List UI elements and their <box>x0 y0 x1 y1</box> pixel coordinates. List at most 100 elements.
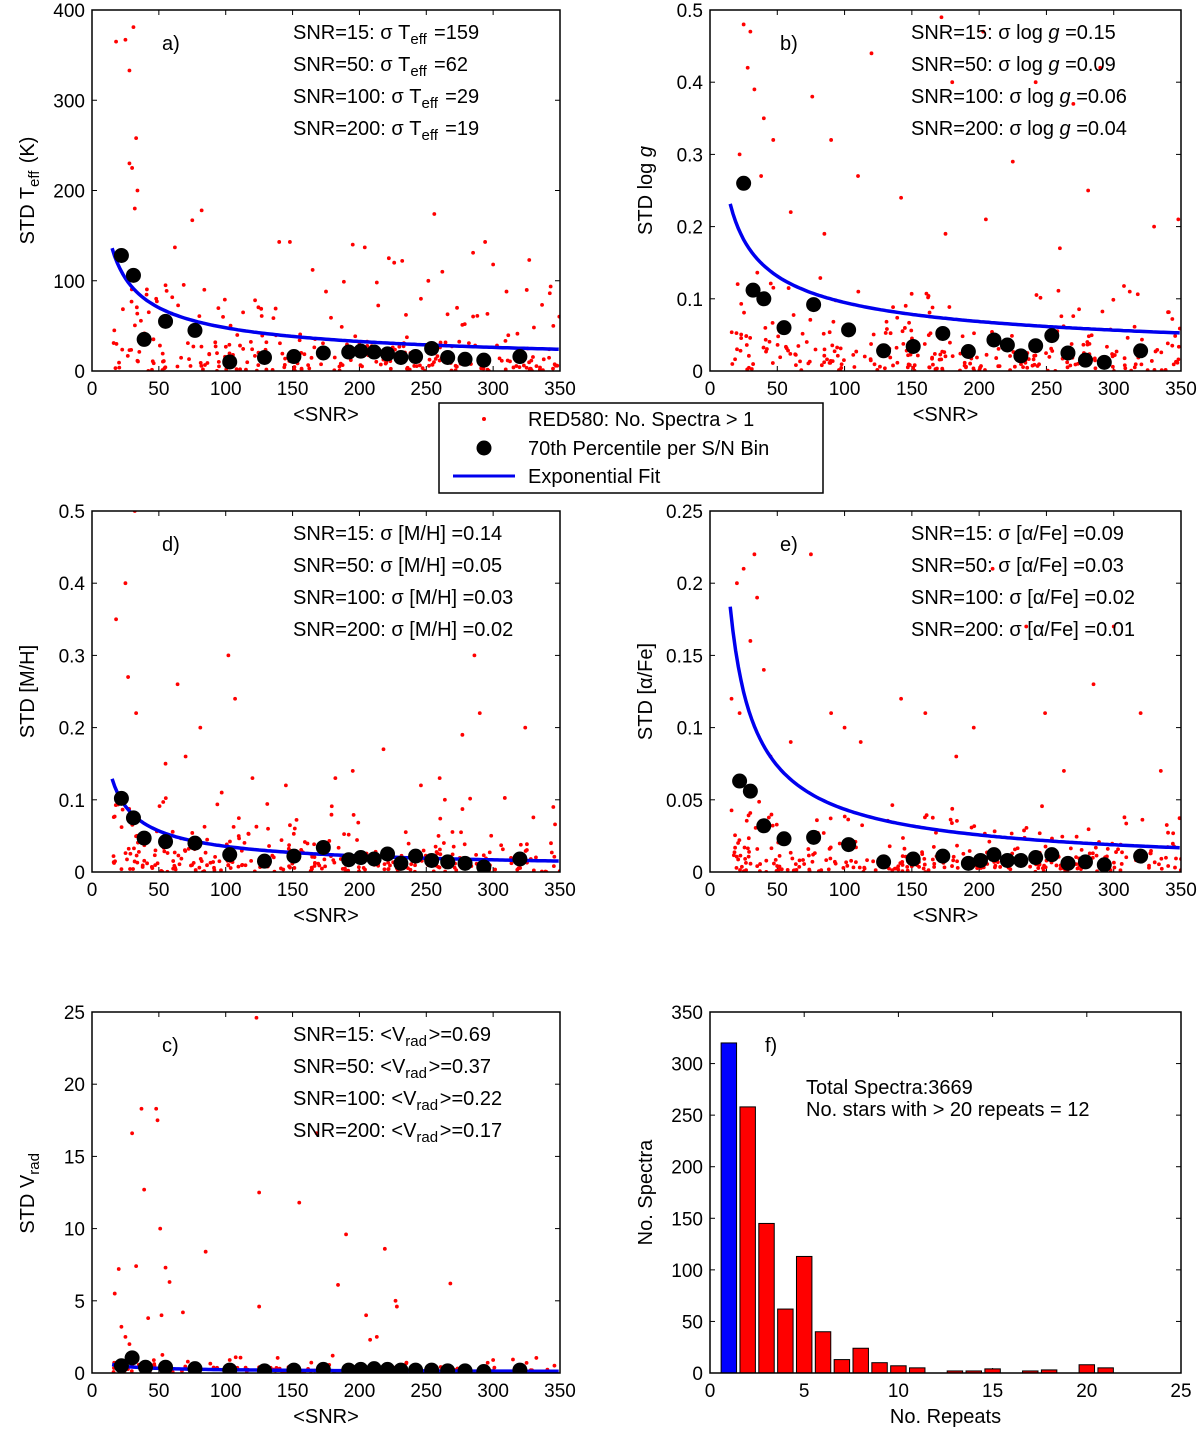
scatter-point <box>734 331 739 336</box>
x-tick-label-f: 15 <box>982 1381 1003 1402</box>
scatter-point <box>990 566 995 571</box>
scatter-point <box>119 1324 124 1329</box>
percentile-point <box>256 349 272 365</box>
scatter-point <box>1012 364 1017 369</box>
scatter-point <box>185 1359 190 1364</box>
scatter-point <box>455 305 459 310</box>
scatter-point <box>926 295 930 300</box>
scatter-point <box>409 862 414 867</box>
scatter-point <box>992 865 997 870</box>
scatter-point <box>729 808 734 813</box>
scatter-point <box>1164 823 1169 827</box>
scatter-point <box>314 1131 319 1136</box>
scatter-point <box>392 260 397 265</box>
scatter-point <box>732 850 737 855</box>
percentile-point <box>380 346 396 362</box>
scatter-point <box>1032 362 1037 367</box>
fit-curve <box>728 203 1180 335</box>
scatter-point <box>242 840 247 845</box>
annotation-c-subscript: rad <box>416 1097 438 1114</box>
scatter-point <box>915 353 920 358</box>
x-tick-label-e: 50 <box>767 880 788 901</box>
scatter-point <box>450 852 455 857</box>
scatter-point <box>256 363 261 368</box>
scatter-point <box>279 838 284 842</box>
scatter-point <box>987 839 992 844</box>
scatter-point <box>117 360 121 365</box>
scatter-point <box>421 848 426 853</box>
histogram-bar <box>720 1042 738 1373</box>
scatter-point <box>445 312 450 317</box>
scatter-point <box>755 847 760 851</box>
scatter-point <box>825 357 829 362</box>
scatter-point <box>237 836 241 841</box>
annotation-b: SNR=50: σ log g =0.09 <box>911 54 1116 76</box>
percentile-point <box>960 344 976 360</box>
scatter-point <box>1013 847 1017 852</box>
scatter-point <box>1068 846 1073 851</box>
scatter-point <box>933 367 938 371</box>
scatter-point <box>400 258 405 263</box>
scatter-point <box>170 829 175 834</box>
scatter-point <box>238 343 242 348</box>
scatter-point <box>981 29 986 34</box>
scatter-point <box>744 818 749 823</box>
percentile-point <box>745 282 761 298</box>
scatter-point <box>739 864 744 869</box>
scatter-point <box>751 362 756 366</box>
scatter-point <box>160 1353 165 1357</box>
scatter-point <box>1077 307 1081 312</box>
scatter-point <box>340 866 345 871</box>
scatter-point <box>175 682 180 687</box>
scatter-point <box>190 831 195 835</box>
scatter-point <box>481 853 486 858</box>
scatter-point <box>738 853 743 858</box>
scatter-point <box>922 856 927 861</box>
percentile-point <box>158 313 174 329</box>
scatter-point <box>139 1106 144 1111</box>
scatter-point <box>386 860 391 865</box>
scatter-point <box>427 363 431 368</box>
scatter-point <box>231 824 236 829</box>
percentile-point <box>905 851 921 867</box>
x-tick-label-f: 10 <box>888 1381 909 1402</box>
percentile-point <box>187 835 203 851</box>
scatter-point <box>127 348 132 353</box>
percentile-point <box>393 1362 409 1373</box>
scatter-point <box>382 862 387 867</box>
scatter-point <box>757 799 762 804</box>
scatter-point <box>992 829 997 834</box>
scatter-point <box>829 138 834 142</box>
scatter-point <box>955 865 960 870</box>
axes-frame-e <box>709 510 1182 873</box>
scatter-point <box>1122 356 1127 361</box>
y-tick-label-c: 5 <box>74 1292 85 1313</box>
scatter-point <box>978 365 982 370</box>
scatter-point <box>259 306 264 311</box>
scatter-point <box>172 850 177 855</box>
scatter-point <box>256 305 261 310</box>
annotation-a-subscript: eff <box>410 63 427 80</box>
y-tick-label-f: 300 <box>671 1055 703 1076</box>
scatter-point <box>441 841 446 845</box>
scatter-point <box>202 824 207 829</box>
scatter-point <box>788 351 793 356</box>
scatter-point <box>129 299 134 304</box>
scatter-point <box>506 333 511 338</box>
scatter-point <box>397 344 402 349</box>
annotation-b-text: SNR=200: σ log <box>911 118 1060 140</box>
scatter-point <box>342 832 346 837</box>
scatter-point <box>895 315 900 320</box>
scatter-point <box>474 852 478 857</box>
scatter-point <box>203 850 208 855</box>
y-tick-label-d: 0.5 <box>59 502 85 523</box>
scatter-point <box>524 365 529 370</box>
percentile-point <box>222 354 238 370</box>
scatter-point <box>477 711 482 716</box>
scatter-point <box>332 860 337 865</box>
percentile-point <box>999 337 1015 353</box>
scatter-point <box>185 341 190 346</box>
scatter-point <box>297 338 302 343</box>
scatter-point <box>1166 830 1170 835</box>
percentile-point <box>1077 854 1093 870</box>
